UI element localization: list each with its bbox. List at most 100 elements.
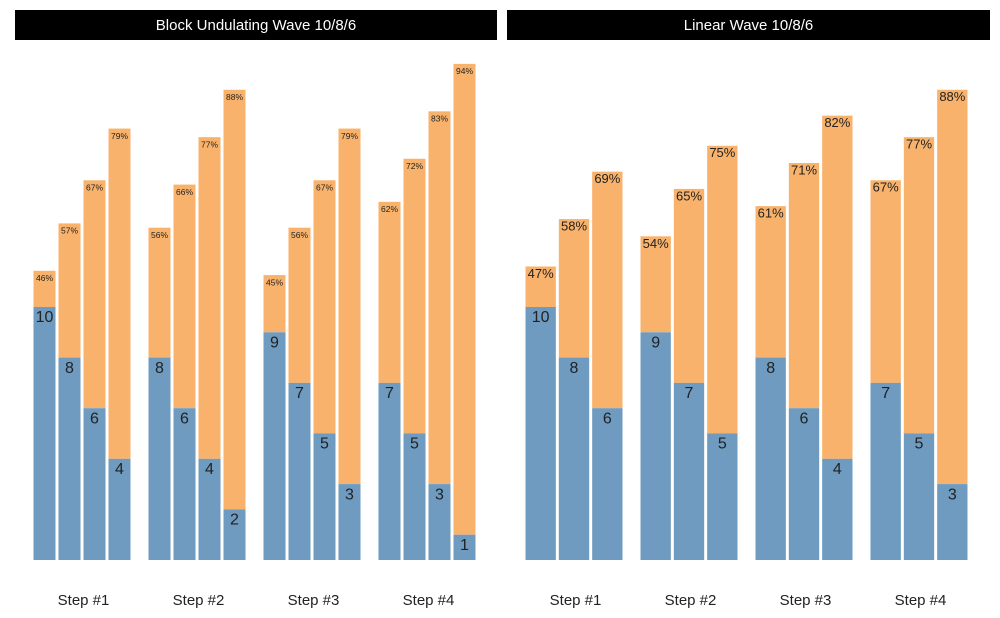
data-label: 6 bbox=[180, 410, 189, 427]
bar-segment bbox=[263, 275, 286, 333]
data-label: 77% bbox=[201, 139, 218, 149]
bar-segment bbox=[338, 484, 361, 560]
data-label: 56% bbox=[291, 230, 308, 240]
data-label: 4 bbox=[833, 461, 842, 478]
bar-segment bbox=[148, 357, 171, 560]
bar-segment bbox=[822, 115, 853, 459]
bar-segment bbox=[707, 145, 738, 434]
data-label: 65% bbox=[676, 188, 702, 203]
bar-segment bbox=[755, 206, 786, 358]
bar-segment bbox=[592, 171, 623, 409]
bar-segment bbox=[58, 223, 81, 358]
data-label: 5 bbox=[320, 436, 329, 453]
bar-segment bbox=[33, 307, 56, 560]
data-label: 7 bbox=[881, 385, 890, 402]
panel-header bbox=[507, 10, 990, 40]
data-label: 7 bbox=[685, 385, 694, 402]
data-label: 10 bbox=[36, 309, 54, 326]
data-label: 69% bbox=[594, 171, 620, 186]
x-tick-label: Step #2 bbox=[173, 592, 225, 609]
data-label: 3 bbox=[948, 486, 957, 503]
bar-segment bbox=[937, 89, 968, 485]
data-label: 2 bbox=[230, 512, 239, 529]
bar-segment bbox=[83, 408, 106, 560]
data-label: 9 bbox=[651, 335, 660, 352]
bar-segment bbox=[403, 158, 426, 434]
bar-segment bbox=[788, 408, 820, 560]
data-label: 10 bbox=[532, 309, 550, 326]
bar-segment bbox=[108, 128, 131, 459]
bar-segment bbox=[428, 484, 451, 560]
data-label: 8 bbox=[65, 360, 74, 377]
x-tick-label: Step #3 bbox=[288, 592, 340, 609]
bar-segment bbox=[198, 458, 221, 560]
bar-segment bbox=[525, 266, 556, 307]
bar-segment bbox=[198, 137, 221, 459]
panel-title: Block Undulating Wave 10/8/6 bbox=[156, 17, 356, 34]
bar-segment bbox=[33, 270, 56, 307]
bar-segment bbox=[288, 227, 311, 383]
bar-segment bbox=[525, 307, 556, 560]
data-label: 94% bbox=[456, 66, 473, 76]
data-label: 79% bbox=[341, 131, 358, 141]
data-label: 82% bbox=[824, 115, 850, 130]
data-label: 6 bbox=[90, 410, 99, 427]
bar-segment bbox=[558, 219, 590, 358]
data-label: 67% bbox=[86, 183, 103, 193]
x-tick-label: Step #2 bbox=[665, 592, 717, 609]
bar-segment bbox=[313, 180, 336, 434]
data-label: 61% bbox=[758, 206, 784, 221]
data-label: 7 bbox=[295, 385, 304, 402]
data-label: 5 bbox=[410, 436, 419, 453]
panel-header bbox=[15, 10, 497, 40]
bar-segment bbox=[592, 408, 623, 560]
bar-segment bbox=[870, 180, 901, 383]
x-tick-label: Step #3 bbox=[780, 592, 832, 609]
data-label: 77% bbox=[906, 137, 932, 152]
bar-segment bbox=[223, 509, 246, 560]
data-label: 75% bbox=[709, 145, 735, 160]
data-label: 57% bbox=[61, 226, 78, 236]
data-label: 54% bbox=[643, 236, 669, 251]
bar-segment bbox=[822, 458, 853, 560]
data-label: 1 bbox=[460, 537, 469, 554]
bar-segment bbox=[755, 357, 786, 560]
bar-segment bbox=[173, 184, 196, 409]
data-label: 62% bbox=[381, 204, 398, 214]
bar-segment bbox=[870, 382, 901, 560]
data-label: 47% bbox=[528, 266, 554, 281]
bar-segment bbox=[640, 332, 671, 560]
data-label: 5 bbox=[718, 436, 727, 453]
data-label: 67% bbox=[873, 180, 899, 195]
bar-segment bbox=[453, 63, 476, 535]
data-label: 6 bbox=[800, 410, 809, 427]
data-label: 4 bbox=[115, 461, 124, 478]
bar-segment bbox=[378, 382, 401, 560]
x-tick-label: Step #4 bbox=[403, 592, 455, 609]
data-label: 72% bbox=[406, 161, 423, 171]
data-label: 3 bbox=[435, 486, 444, 503]
data-label: 88% bbox=[226, 92, 243, 102]
data-label: 8 bbox=[570, 360, 579, 377]
bar-segment bbox=[83, 180, 106, 409]
data-label: 45% bbox=[266, 277, 283, 287]
bar-segment bbox=[673, 382, 705, 560]
bar-segment bbox=[707, 433, 738, 560]
x-tick-label: Step #1 bbox=[58, 592, 110, 609]
bar-segment bbox=[937, 484, 968, 560]
bar-segment bbox=[338, 128, 361, 485]
bar-segment bbox=[453, 534, 476, 560]
bar-segment bbox=[378, 201, 401, 383]
bar-segment bbox=[108, 458, 131, 560]
data-label: 4 bbox=[205, 461, 214, 478]
data-label: 9 bbox=[270, 335, 279, 352]
data-label: 88% bbox=[939, 89, 965, 104]
data-label: 7 bbox=[385, 385, 394, 402]
x-tick-label: Step #1 bbox=[550, 592, 602, 609]
data-label: 71% bbox=[791, 162, 817, 177]
data-label: 46% bbox=[36, 273, 53, 283]
data-label: 79% bbox=[111, 131, 128, 141]
x-tick-label: Step #4 bbox=[895, 592, 947, 609]
data-label: 56% bbox=[151, 230, 168, 240]
